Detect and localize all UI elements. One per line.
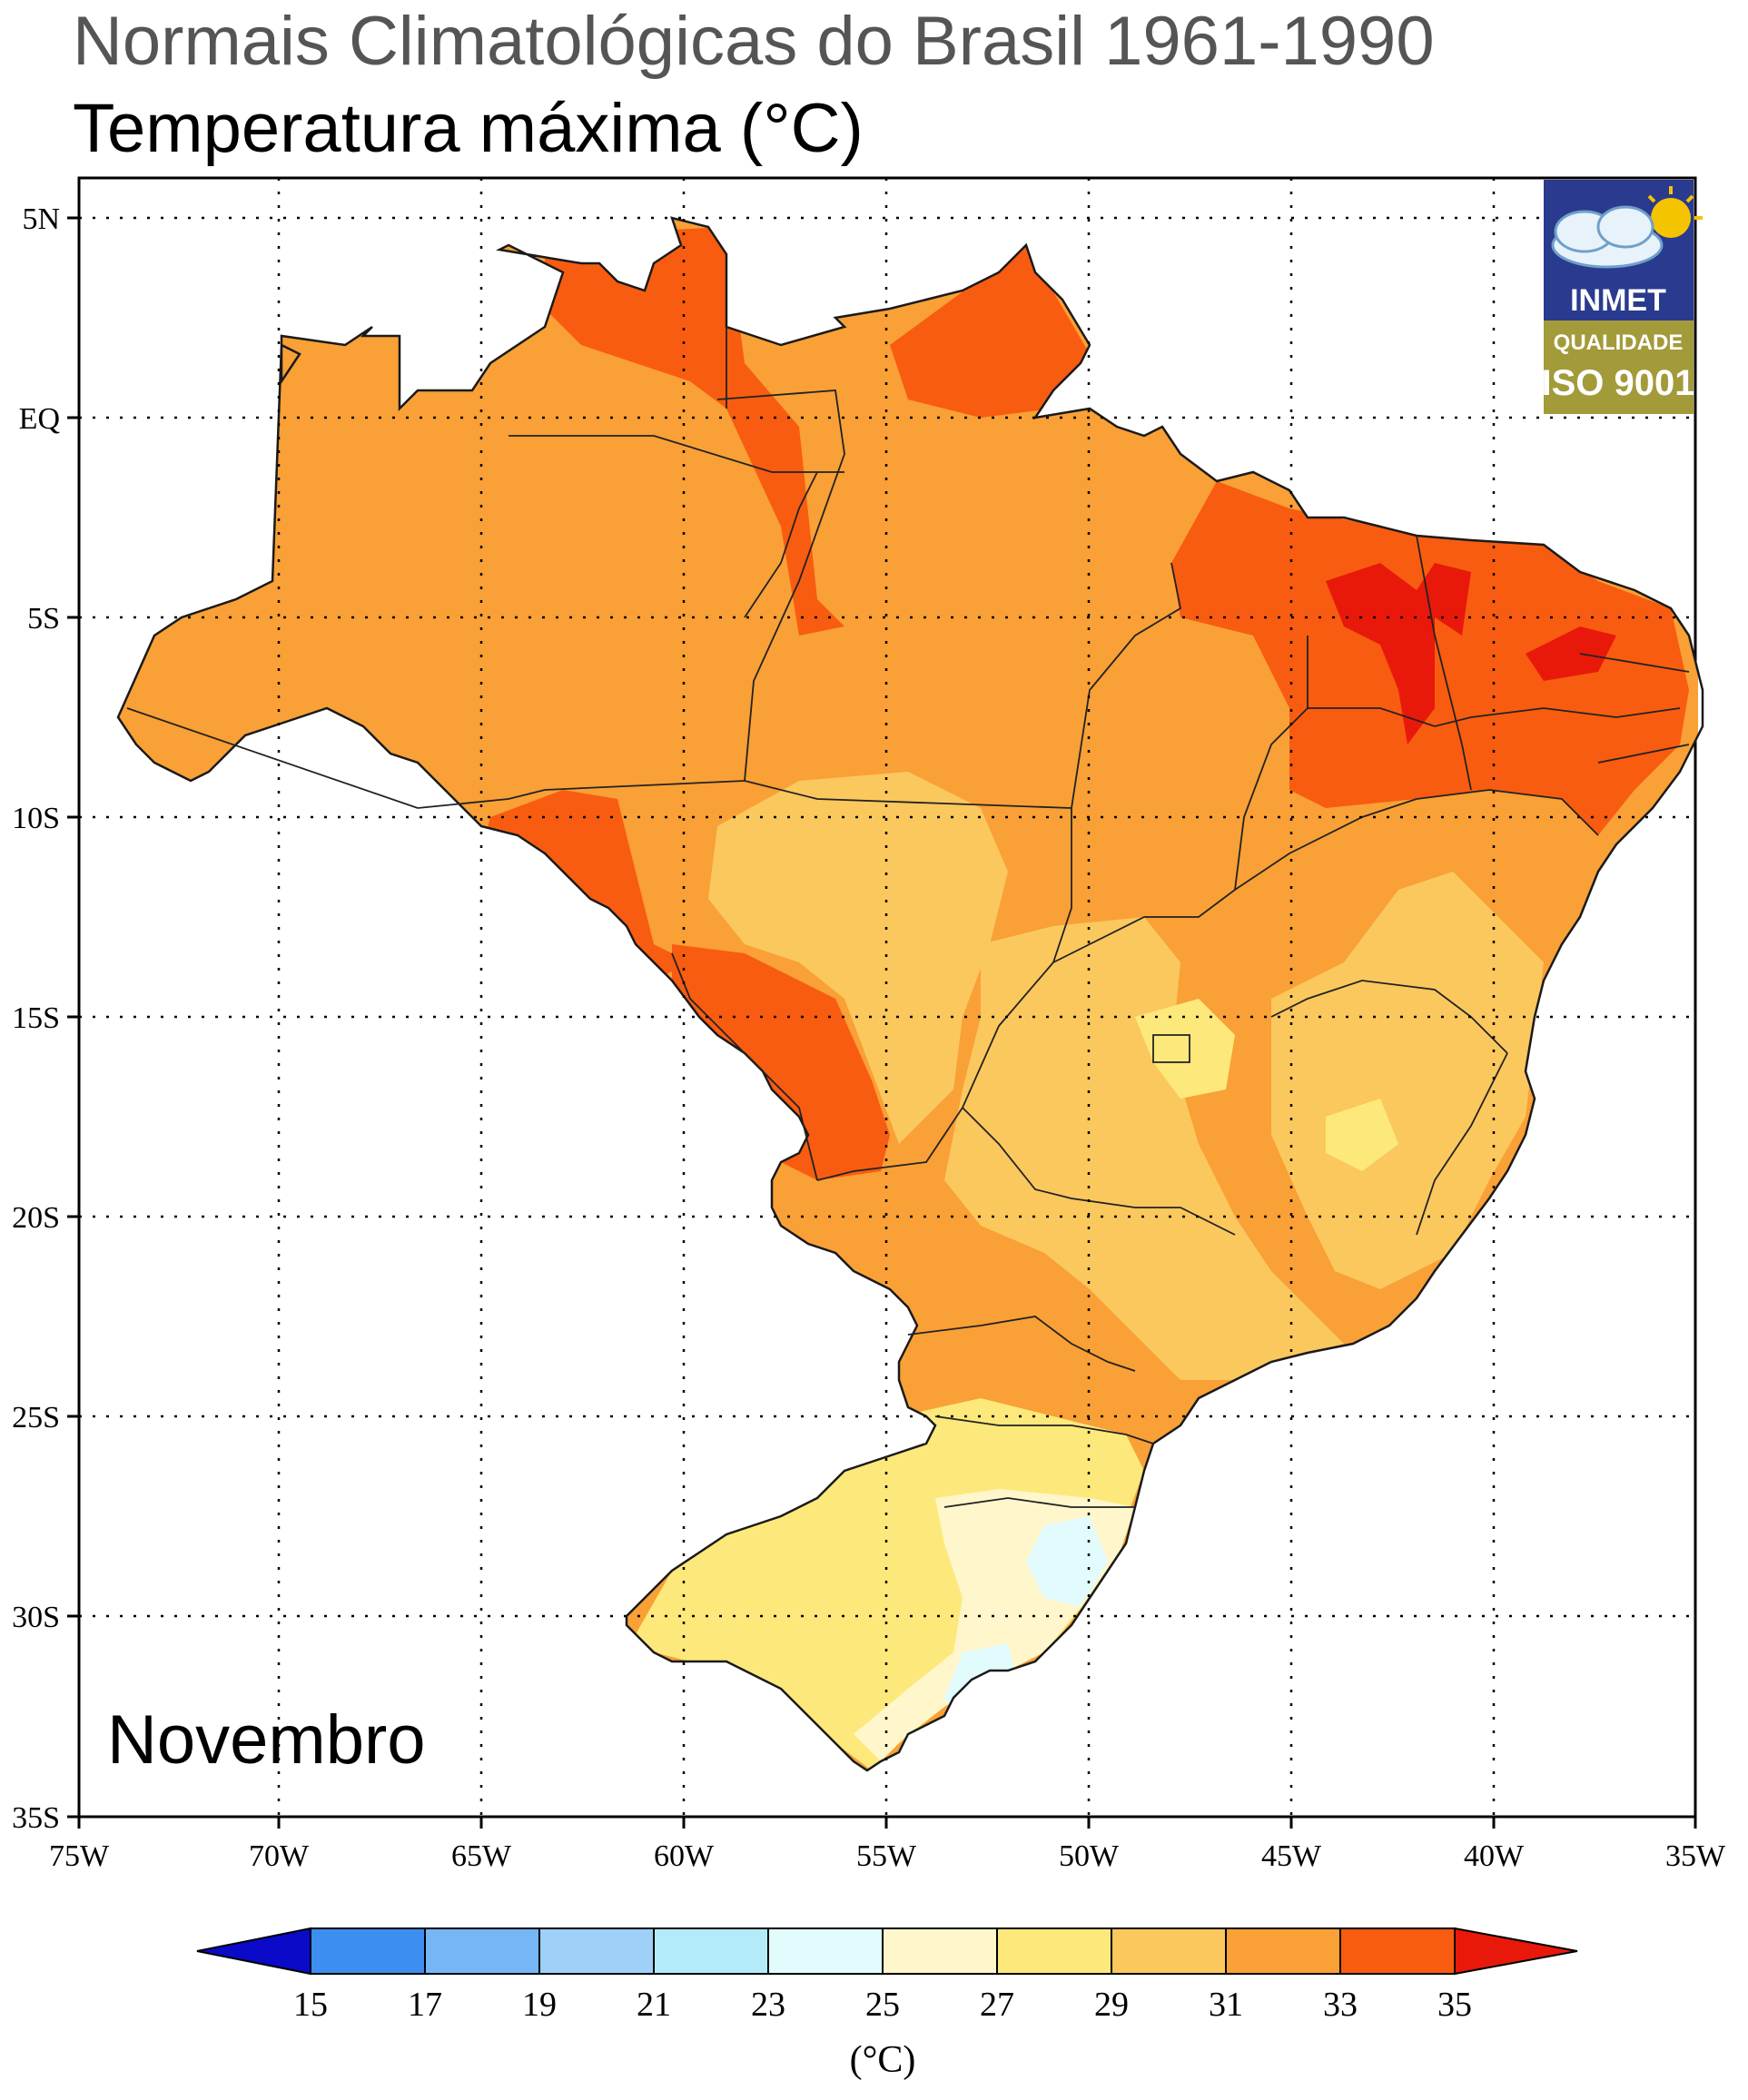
colorbar-bin	[996, 1927, 1112, 1975]
colorbar-bin	[653, 1927, 769, 1975]
colorbar-tick: 29	[1094, 1986, 1129, 2024]
lat-label: 35S	[12, 1801, 60, 1835]
zone-35-plus-1	[1326, 563, 1471, 744]
zone-29-31-central	[708, 772, 1008, 1144]
colorbar-tick: 25	[865, 1986, 900, 2024]
lat-label: 25S	[12, 1401, 60, 1435]
colorbar-tick: 15	[293, 1986, 328, 2024]
lon-label: 35W	[1665, 1839, 1726, 1873]
lat-label: 20S	[12, 1201, 60, 1235]
colorbar-tick: 27	[980, 1986, 1014, 2024]
colorbar-tick: 33	[1323, 1986, 1358, 2024]
colorbar-bin	[1225, 1927, 1341, 1975]
colorbar-tick: 31	[1209, 1986, 1243, 2024]
colorbar	[196, 1927, 1578, 1976]
lon-label: 40W	[1464, 1839, 1525, 1873]
zone-29-31-southeast	[944, 917, 1344, 1380]
logo-bottom-panel	[1544, 320, 1694, 414]
colorbar-tick: 23	[751, 1986, 785, 2024]
lat-label: 10S	[12, 802, 60, 835]
inmet-logo: INMET QUALIDADE ISO 9001	[1541, 180, 1703, 414]
cloud-sun-icon	[1551, 186, 1703, 269]
logo-name: INMET	[1570, 283, 1666, 318]
zone-27-29-dot-1	[1135, 999, 1235, 1099]
lon-label: 70W	[249, 1839, 310, 1873]
graticule	[79, 178, 1695, 1817]
zone-33-35-amapa	[890, 245, 1090, 418]
lat-label: EQ	[19, 402, 60, 436]
lat-label: 15S	[12, 1001, 60, 1035]
colorbar-tick: 17	[408, 1986, 442, 2024]
chart-subtitle: Temperatura máxima (°C)	[73, 90, 864, 167]
lon-label: 45W	[1261, 1839, 1322, 1873]
lat-labels: 5N EQ 5S 10S 15S 20S 25S 30S 35S	[12, 202, 60, 1835]
axis-ticks	[67, 216, 1697, 1829]
state-borders	[126, 327, 1690, 1508]
colorbar-bin	[767, 1927, 884, 1975]
colorbar-bin	[424, 1927, 540, 1975]
lon-label: 75W	[49, 1839, 110, 1873]
lat-label: 5S	[27, 602, 60, 636]
zone-27-29-dot-2	[1326, 1099, 1398, 1171]
colorbar-tick: 35	[1437, 1986, 1472, 2024]
colorbar-bin	[1111, 1927, 1227, 1975]
logo-quality-line2: ISO 9001	[1541, 363, 1694, 403]
chart-title: Normais Climatológicas do Brasil 1961-19…	[73, 3, 1435, 80]
lon-label: 50W	[1059, 1839, 1120, 1873]
lon-label: 65W	[451, 1839, 512, 1873]
zone-35-plus-2	[1526, 626, 1616, 681]
lat-label: 5N	[22, 202, 60, 236]
zone-33-35-rondonia	[481, 790, 690, 981]
colorbar-bin	[310, 1927, 426, 1975]
zone-33-35-mato-grosso	[672, 944, 890, 1180]
colorbar-low-arrow	[196, 1927, 311, 1976]
zone-33-35-north	[545, 227, 844, 636]
logo-quality-line1: QUALIDADE	[1554, 330, 1684, 355]
lon-label: 60W	[654, 1839, 715, 1873]
colorbar-bin	[538, 1927, 655, 1975]
zone-29-31-bahia	[1271, 872, 1544, 1289]
lon-label: 55W	[856, 1839, 917, 1873]
colorbar-ticks: 15 17 19 21 23 25 27 29 31 33 35	[293, 1986, 1472, 2024]
colorbar-unit: (°C)	[850, 2039, 916, 2081]
colorbar-bin	[1339, 1927, 1456, 1975]
colorbar-high-arrow	[1454, 1927, 1578, 1976]
lon-labels: 75W 70W 65W 60W 55W 50W 45W 40W 35W	[49, 1839, 1726, 1873]
lat-label: 30S	[12, 1601, 60, 1634]
month-label: Novembro	[107, 1701, 426, 1779]
colorbar-tick: 21	[637, 1986, 671, 2024]
zone-23-25-santa-catarina	[1026, 1516, 1108, 1607]
colorbar-bin	[882, 1927, 998, 1975]
colorbar-tick: 19	[522, 1986, 557, 2024]
